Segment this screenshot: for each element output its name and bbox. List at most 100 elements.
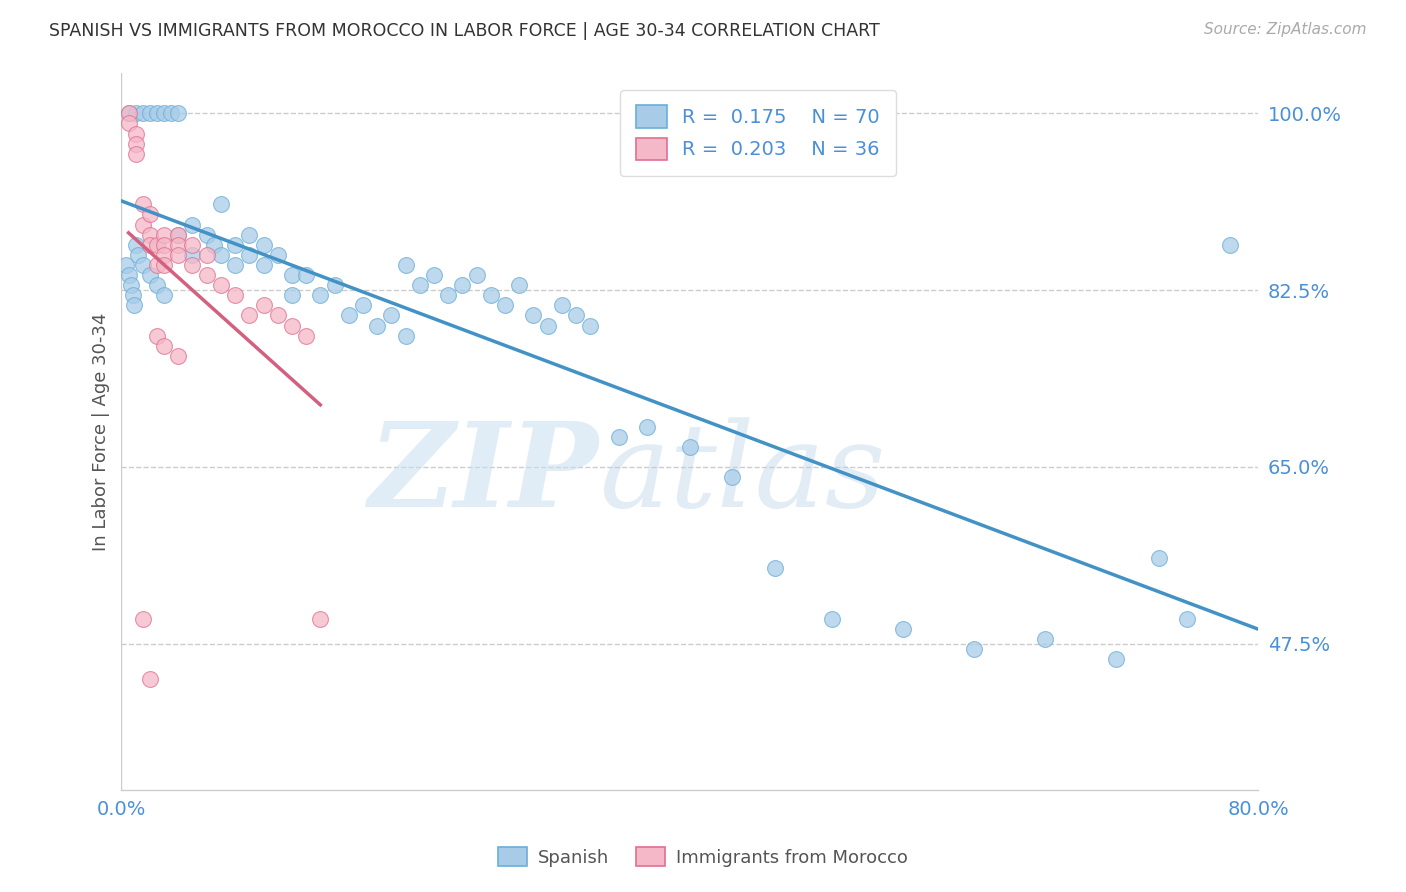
Point xyxy=(551,298,574,312)
Point xyxy=(479,288,502,302)
Point xyxy=(352,298,374,312)
Point xyxy=(309,611,332,625)
Point xyxy=(267,309,290,323)
Point xyxy=(117,106,139,120)
Point xyxy=(195,248,218,262)
Point xyxy=(146,237,169,252)
Point xyxy=(366,318,388,333)
Text: atlas: atlas xyxy=(599,417,886,532)
Point xyxy=(394,258,416,272)
Point xyxy=(679,440,702,454)
Point xyxy=(1219,237,1241,252)
Point xyxy=(209,248,232,262)
Point xyxy=(607,430,630,444)
Point xyxy=(117,106,139,120)
Point xyxy=(153,258,176,272)
Point xyxy=(181,248,204,262)
Point xyxy=(1175,611,1198,625)
Point xyxy=(537,318,560,333)
Point xyxy=(409,278,432,293)
Legend: Spanish, Immigrants from Morocco: Spanish, Immigrants from Morocco xyxy=(491,840,915,874)
Point xyxy=(1033,632,1056,646)
Point xyxy=(238,309,260,323)
Legend: R =  0.175    N = 70, R =  0.203    N = 36: R = 0.175 N = 70, R = 0.203 N = 36 xyxy=(620,90,896,176)
Point xyxy=(124,136,146,151)
Point xyxy=(139,672,162,686)
Point xyxy=(224,258,246,272)
Point xyxy=(394,328,416,343)
Point xyxy=(167,227,190,242)
Point xyxy=(224,237,246,252)
Point xyxy=(202,237,225,252)
Point xyxy=(124,146,146,161)
Text: SPANISH VS IMMIGRANTS FROM MOROCCO IN LABOR FORCE | AGE 30-34 CORRELATION CHART: SPANISH VS IMMIGRANTS FROM MOROCCO IN LA… xyxy=(49,22,880,40)
Point xyxy=(146,328,169,343)
Point xyxy=(224,288,246,302)
Point xyxy=(120,278,142,293)
Point xyxy=(153,339,176,353)
Point xyxy=(323,278,346,293)
Point xyxy=(139,227,162,242)
Point xyxy=(160,106,183,120)
Point xyxy=(139,207,162,221)
Point xyxy=(821,611,844,625)
Point xyxy=(139,268,162,282)
Point xyxy=(252,258,274,272)
Point xyxy=(132,106,155,120)
Y-axis label: In Labor Force | Age 30-34: In Labor Force | Age 30-34 xyxy=(93,312,110,551)
Point xyxy=(494,298,516,312)
Point xyxy=(167,349,190,363)
Point xyxy=(139,106,162,120)
Point xyxy=(465,268,488,282)
Point xyxy=(763,561,786,575)
Point xyxy=(124,237,146,252)
Point xyxy=(132,218,155,232)
Point xyxy=(146,106,169,120)
Point xyxy=(181,218,204,232)
Point xyxy=(139,237,162,252)
Point xyxy=(1105,652,1128,666)
Point xyxy=(337,309,360,323)
Point xyxy=(437,288,460,302)
Point xyxy=(267,248,290,262)
Point xyxy=(252,298,274,312)
Point xyxy=(522,309,544,323)
Point xyxy=(153,106,176,120)
Point xyxy=(181,237,204,252)
Point xyxy=(295,268,318,282)
Point xyxy=(281,318,304,333)
Point xyxy=(423,268,446,282)
Point xyxy=(1147,550,1170,565)
Point xyxy=(117,116,139,130)
Point xyxy=(153,248,176,262)
Point xyxy=(238,227,260,242)
Point xyxy=(167,237,190,252)
Point xyxy=(281,288,304,302)
Point xyxy=(238,248,260,262)
Text: Source: ZipAtlas.com: Source: ZipAtlas.com xyxy=(1204,22,1367,37)
Point xyxy=(565,309,588,323)
Point xyxy=(167,248,190,262)
Point xyxy=(508,278,530,293)
Point xyxy=(309,288,332,302)
Point xyxy=(380,309,402,323)
Point xyxy=(132,197,155,211)
Point xyxy=(124,106,146,120)
Point xyxy=(636,419,658,434)
Point xyxy=(963,641,986,656)
Point xyxy=(121,288,143,302)
Point xyxy=(252,237,274,252)
Point xyxy=(153,227,176,242)
Point xyxy=(195,268,218,282)
Point xyxy=(132,611,155,625)
Point xyxy=(114,258,136,272)
Point xyxy=(281,268,304,282)
Point xyxy=(146,258,169,272)
Point xyxy=(122,298,145,312)
Point xyxy=(195,227,218,242)
Point xyxy=(124,127,146,141)
Point xyxy=(167,106,190,120)
Point xyxy=(295,328,318,343)
Point xyxy=(127,248,149,262)
Point xyxy=(146,278,169,293)
